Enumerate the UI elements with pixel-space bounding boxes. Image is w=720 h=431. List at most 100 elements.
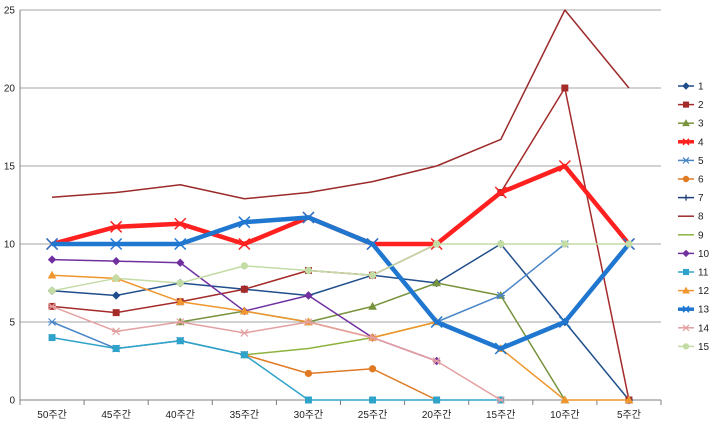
series-13-point-7 (494, 342, 507, 355)
series-13-line-0 (52, 215, 631, 351)
y-tick-label-1: 5 (9, 318, 15, 329)
series-10-point-0 (47, 255, 57, 264)
series-5-point-0 (47, 318, 57, 326)
y-tick-label-2: 10 (4, 240, 16, 251)
series-4 (46, 159, 635, 251)
legend-label-3: 3 (698, 119, 704, 130)
series-15-point-4 (304, 266, 313, 275)
series-8-line-0 (51, 9, 630, 200)
series-6-point-4 (304, 369, 313, 378)
legend-label-2: 2 (698, 100, 704, 111)
series-13-point-1 (110, 237, 123, 251)
legend-item-2: 2 (678, 100, 704, 111)
series-5-point-7 (496, 291, 505, 300)
series-lines (46, 9, 635, 405)
series-14-point-2 (176, 318, 185, 326)
series-4-point-3 (238, 237, 251, 251)
legend-marker-14 (682, 324, 690, 332)
series-15-point-5 (368, 271, 377, 279)
series-14-point-7 (496, 396, 505, 404)
legend-item-10: 10 (678, 249, 710, 260)
series-1-point-1 (111, 291, 121, 300)
legend-item-15: 15 (678, 342, 710, 353)
series-10-point-1 (111, 256, 121, 266)
legend-item-6: 6 (678, 175, 704, 186)
legend-item-4: 4 (678, 137, 704, 148)
series-14-point-1 (111, 327, 121, 336)
series-6-point-5 (368, 365, 377, 373)
series-12-point-0 (47, 270, 57, 279)
legend-marker-7 (683, 194, 689, 201)
series-14-point-4 (304, 318, 313, 326)
legend-marker-15 (682, 343, 690, 350)
y-tick-labels: 0 5 10 15 20 25 (4, 6, 16, 407)
x-tick-label-1: 45주간 (101, 409, 131, 421)
series-11 (48, 334, 505, 404)
y-tick-label-3: 15 (4, 162, 16, 173)
series-4-point-2 (174, 217, 187, 230)
legend-marker-5 (682, 156, 690, 164)
legend-marker-2 (682, 101, 690, 108)
series-11-point-5 (369, 396, 377, 404)
legend-label-8: 8 (698, 212, 704, 223)
series-15-point-1 (112, 274, 120, 282)
series-15-point-3 (240, 262, 249, 270)
series-11-point-6 (433, 396, 441, 404)
series-4-point-7 (494, 186, 507, 199)
legend-marker-3 (682, 119, 690, 127)
legend-label-4: 4 (698, 137, 704, 148)
legend-item-8: 8 (678, 212, 704, 223)
series-11-point-2 (176, 337, 184, 345)
x-tick-label-8: 10주간 (550, 409, 580, 421)
y-tick-label-4: 20 (4, 84, 16, 95)
series-11-line-0 (51, 336, 501, 401)
legend-item-5: 5 (678, 156, 704, 167)
legend-marker-4 (682, 138, 690, 146)
legend-label-15: 15 (698, 342, 710, 353)
series-4-point-1 (110, 220, 123, 233)
series-10-point-4 (304, 291, 313, 300)
gridlines (20, 9, 661, 401)
series-14-point-5 (368, 333, 377, 342)
legend-marker-6 (682, 175, 690, 183)
x-tick-label-9: 5주간 (617, 409, 641, 421)
legend-marker-11 (682, 268, 690, 276)
legend-label-7: 7 (698, 193, 704, 204)
legend-item-13: 13 (678, 305, 710, 316)
series-14-point-3 (240, 328, 249, 337)
series-13-point-8 (558, 315, 571, 329)
series-14 (47, 302, 505, 404)
series-3-point-6 (432, 278, 441, 287)
legend-label-12: 12 (698, 286, 710, 297)
series-11-point-0 (48, 334, 56, 342)
series-13-point-2 (174, 237, 187, 251)
series-13-point-5 (366, 237, 379, 251)
series-2-point-8 (561, 84, 569, 92)
legend-label-11: 11 (698, 268, 709, 279)
legend-item-11: 11 (678, 268, 709, 279)
series-11-point-4 (304, 396, 312, 404)
legend-item-3: 3 (678, 119, 704, 130)
series-11-point-3 (240, 351, 248, 359)
series-15-point-8 (561, 240, 569, 248)
legend-label-14: 14 (698, 323, 710, 334)
x-tick-labels: 50주간 45주간 40주간 35주간 30주간 25주간 20주간 15주간 10주간 5주간 (37, 409, 641, 421)
legend-label-5: 5 (698, 156, 704, 167)
series-2-point-3 (240, 285, 248, 293)
series-12-point-3 (240, 306, 249, 315)
series-12-point-2 (175, 297, 185, 306)
legend-item-7: 7 (678, 193, 704, 204)
series-5-line-1 (436, 243, 566, 323)
legend-marker-1 (682, 82, 690, 90)
legend-label-9: 9 (698, 230, 704, 241)
legend-label-10: 10 (698, 249, 710, 260)
x-tick-label-5: 25주간 (358, 409, 388, 421)
legend-item-9: 9 (678, 230, 704, 241)
series-13-point-6 (430, 315, 443, 329)
series-13 (46, 211, 635, 355)
x-tick-label-2: 40주간 (165, 409, 195, 421)
series-4-point-8 (558, 159, 571, 173)
series-15-line-0 (51, 243, 629, 292)
legend-marker-10 (682, 249, 690, 258)
series-14-point-6 (432, 357, 441, 365)
